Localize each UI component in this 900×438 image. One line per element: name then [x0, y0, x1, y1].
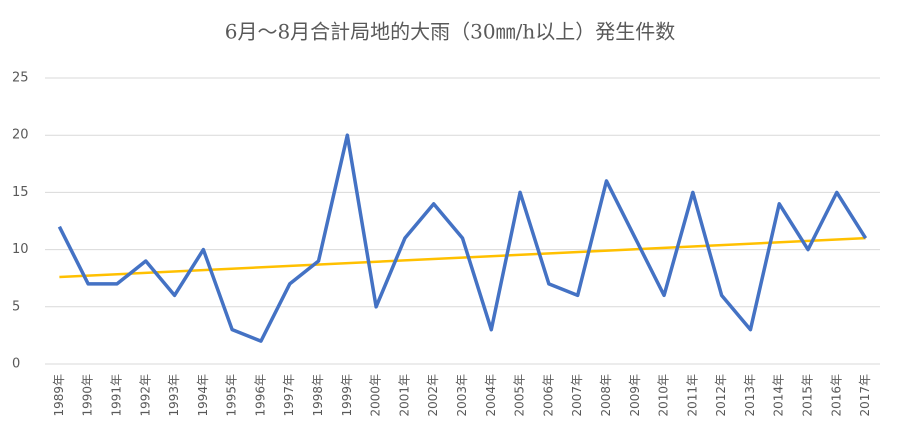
x-tick-label: 2007年: [570, 374, 584, 417]
x-tick-label: 2011年: [685, 374, 699, 417]
x-tick-label: 2006年: [541, 374, 555, 417]
x-tick-label: 2008年: [599, 374, 613, 417]
y-tick-label: 5: [12, 299, 20, 314]
x-tick-label: 1992年: [138, 374, 152, 417]
x-tick-label: 1989年: [52, 374, 66, 417]
x-tick-label: 2016年: [829, 374, 843, 417]
data-line: [57, 133, 868, 343]
y-tick-label: 10: [12, 242, 29, 257]
x-tick-label: 2001年: [397, 374, 411, 417]
y-tick-label: 15: [12, 185, 29, 200]
x-tick-label: 2005年: [513, 374, 527, 417]
x-tick-label: 2009年: [628, 374, 642, 417]
x-tick-label: 2013年: [743, 374, 757, 417]
x-tick-label: 2015年: [801, 374, 815, 417]
x-tick-label: 1994年: [196, 374, 210, 417]
x-tick-label: 2004年: [484, 374, 498, 417]
x-tick-label: 2017年: [858, 374, 872, 417]
x-tick-label: 2002年: [426, 374, 440, 417]
y-tick-label: 0: [12, 357, 20, 372]
x-tick-label: 2010年: [657, 374, 671, 417]
x-tick-label: 1997年: [282, 374, 296, 417]
y-tick-label: 20: [12, 128, 29, 143]
x-tick-label: 1995年: [225, 374, 239, 417]
x-tick-label: 1999年: [340, 374, 354, 417]
x-tick-label: 1993年: [167, 374, 181, 417]
trendline: [59, 236, 866, 279]
x-tick-label: 2003年: [455, 374, 469, 417]
chart-title: 6月～8月合計局地的大雨（30㎜/h以上）発生件数: [225, 20, 676, 44]
x-tick-label: 1990年: [81, 374, 95, 417]
x-tick-label: 2014年: [772, 374, 786, 417]
x-tick-label: 1998年: [311, 374, 325, 417]
x-tick-label: 1996年: [253, 374, 267, 417]
y-tick-label: 25: [12, 71, 29, 86]
x-tick-label: 2012年: [714, 374, 728, 417]
x-tick-label: 2000年: [369, 374, 383, 417]
x-tick-label: 1991年: [109, 374, 123, 417]
